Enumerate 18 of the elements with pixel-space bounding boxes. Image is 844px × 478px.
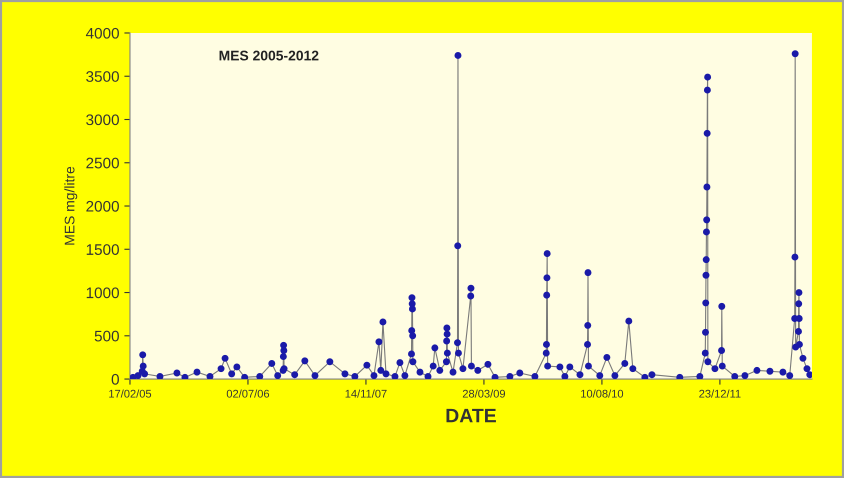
y-axis-title: MES mg/litre: [64, 166, 78, 245]
y-tick-label: 2000: [86, 200, 119, 212]
x-tick-label: 02/07/06: [226, 389, 270, 398]
x-tick-label: 14/11/07: [346, 389, 387, 398]
x-tick-label: 10/08/10: [581, 389, 624, 398]
text: MES 2005-2012: [220, 50, 318, 60]
y-tick-label: 1500: [86, 244, 119, 255]
x-tick-label: 17/02/05: [109, 389, 152, 398]
y-tick-label: 2500: [86, 158, 119, 168]
y-tick-label: 4000: [86, 28, 119, 39]
x-tick-label: 23/12/11: [699, 389, 741, 398]
x-tick-label: 28/03/09: [462, 389, 506, 398]
y-tick-label: 0: [112, 374, 119, 385]
x-axis-title: DATE: [446, 408, 496, 422]
y-tick-label: 3000: [86, 114, 119, 126]
y-tick-label: 3500: [86, 71, 119, 82]
y-tick-label: 500: [94, 330, 119, 342]
y-tick-label: 1000: [86, 287, 119, 298]
